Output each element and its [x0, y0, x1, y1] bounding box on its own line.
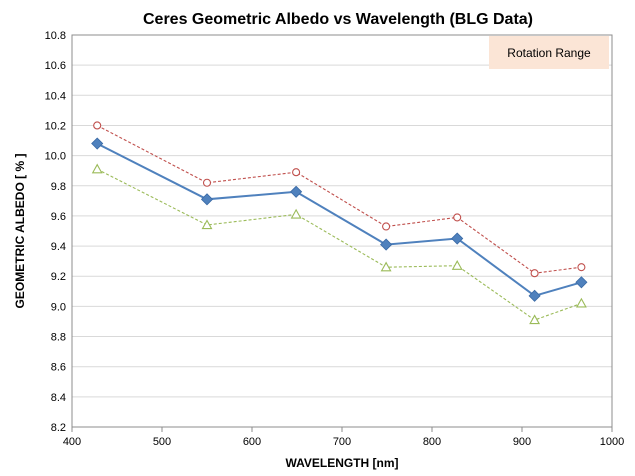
y-tick-label: 10.0: [45, 151, 66, 163]
y-tick-label: 8.2: [51, 422, 66, 434]
x-tick-label: 1000: [600, 436, 624, 448]
data-point: [528, 289, 541, 302]
data-series: [91, 121, 588, 325]
data-point: [93, 121, 102, 130]
y-tick-label: 8.6: [51, 362, 66, 374]
y-tick-label: 8.8: [51, 332, 66, 344]
x-tick-labels: 400 500 600 700 800 900 1000: [63, 427, 624, 448]
data-point: [200, 193, 214, 206]
data-point: [530, 269, 539, 278]
y-tick-label: 9.6: [51, 211, 66, 223]
data-point: [453, 213, 462, 222]
y-axis-title: GEOMETRIC ALBEDO [ % ]: [13, 154, 27, 309]
plot-area-frame: [71, 34, 613, 428]
data-point: [577, 263, 586, 272]
data-point: [380, 261, 392, 272]
data-point: [382, 222, 391, 231]
data-point: [529, 314, 541, 325]
chart-title: Ceres Geometric Albedo vs Wavelength (BL…: [143, 11, 533, 28]
data-point: [575, 276, 588, 289]
legend-box: [489, 36, 609, 69]
data-point: [292, 168, 301, 177]
data-point: [91, 163, 103, 174]
x-tick-label: 600: [243, 436, 261, 448]
y-tick-label: 10.4: [45, 90, 66, 102]
y-tick-label: 9.0: [51, 301, 66, 313]
series-line: [96, 168, 582, 321]
x-tick-label: 700: [333, 436, 351, 448]
y-tick-label: 9.2: [51, 271, 66, 283]
data-point: [202, 178, 212, 187]
legend: Rotation Range: [489, 36, 609, 69]
series-line: [96, 142, 582, 297]
data-point: [380, 238, 393, 251]
y-tick-label: 10.8: [45, 30, 66, 42]
x-tick-label: 500: [153, 436, 171, 448]
data-point: [290, 208, 302, 219]
y-tick-label: 9.4: [51, 241, 66, 253]
y-tick-labels: 8.2 8.4 8.6 8.8 9.0 9.2 9.4 9.6 9.8 10.0 10.2 10.4 1…: [45, 30, 66, 434]
data-point: [201, 219, 213, 230]
data-point: [451, 232, 464, 245]
x-tick-label: 400: [63, 436, 81, 448]
data-point: [451, 260, 463, 270]
x-axis-title: WAVELENGTH [nm]: [285, 456, 398, 470]
y-tick-label: 8.4: [51, 392, 66, 404]
y-tick-label: 9.8: [51, 181, 66, 193]
legend-label: Rotation Range: [507, 46, 591, 60]
x-tick-label: 900: [513, 436, 531, 448]
y-tick-label: 10.2: [45, 120, 66, 132]
data-point: [91, 137, 104, 150]
data-point: [575, 297, 587, 308]
series-line: [96, 125, 582, 274]
grid-lines: [72, 34, 612, 428]
y-tick-label: 10.6: [45, 60, 66, 72]
x-tick-label: 800: [423, 436, 441, 448]
data-point: [290, 185, 303, 198]
